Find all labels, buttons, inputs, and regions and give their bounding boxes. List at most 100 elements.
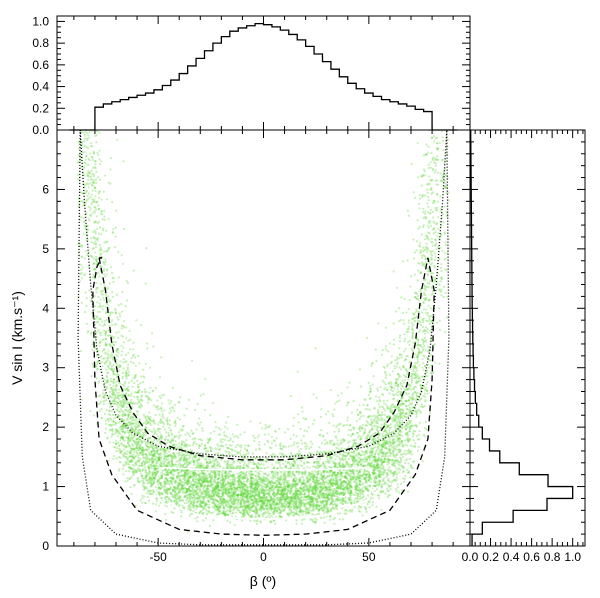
scatter-point <box>431 244 434 247</box>
scatter-point <box>101 324 104 328</box>
scatter-point <box>131 385 134 388</box>
scatter-point <box>393 448 396 451</box>
scatter-point <box>396 483 399 486</box>
scatter-point <box>169 492 172 495</box>
scatter-point <box>375 459 378 462</box>
scatter-point <box>334 402 337 405</box>
scatter-point <box>107 349 110 352</box>
scatter-point <box>143 487 146 490</box>
scatter-point <box>334 482 337 485</box>
scatter-point <box>134 427 137 431</box>
scatter-point <box>90 241 93 244</box>
scatter-point <box>420 324 423 327</box>
scatter-point <box>95 260 98 263</box>
scatter-point <box>90 331 93 334</box>
scatter-point <box>214 452 217 455</box>
scatter-point <box>287 484 290 487</box>
scatter-point <box>249 420 252 423</box>
scatter-point <box>159 427 162 430</box>
scatter-point <box>92 180 95 184</box>
scatter-point <box>389 410 393 414</box>
scatter-point <box>139 451 142 454</box>
scatter-point <box>388 493 391 497</box>
scatter-point <box>389 487 392 491</box>
scatter-point <box>182 458 185 461</box>
scatter-point <box>140 464 143 467</box>
scatter-point <box>96 130 99 133</box>
scatter-point <box>330 502 333 505</box>
scatter-point <box>316 460 319 463</box>
scatter-point <box>203 409 206 412</box>
scatter-point <box>87 192 90 195</box>
scatter-point <box>374 395 378 398</box>
scatter-point <box>118 391 121 394</box>
scatter-point <box>359 438 362 441</box>
scatter-point <box>87 217 90 220</box>
scatter-point <box>289 483 292 486</box>
scatter-point <box>291 482 294 485</box>
scatter-point <box>282 445 285 448</box>
scatter-point <box>258 501 261 504</box>
scatter-point <box>95 291 98 294</box>
scatter-point <box>383 482 386 486</box>
scatter-point <box>178 452 181 455</box>
scatter-point <box>397 471 401 474</box>
scatter-point <box>263 483 266 486</box>
scatter-point <box>176 475 180 478</box>
scatter-point <box>87 163 90 166</box>
scatter-point <box>330 439 333 442</box>
scatter-point <box>340 458 343 461</box>
scatter-point <box>407 404 410 407</box>
scatter-point <box>133 450 136 453</box>
scatter-point <box>104 241 108 244</box>
scatter-point <box>146 445 150 448</box>
scatter-point <box>426 202 429 205</box>
scatter-point <box>239 493 243 496</box>
scatter-point <box>355 497 358 500</box>
scatter-point <box>192 509 195 513</box>
scatter-point <box>311 504 314 507</box>
scatter-point <box>396 372 400 376</box>
scatter-point <box>137 428 140 431</box>
scatter-point <box>120 443 123 446</box>
scatter-point <box>214 486 217 490</box>
scatter-point <box>322 479 325 482</box>
scatter-point <box>184 433 187 436</box>
scatter-point <box>245 484 248 487</box>
scatter-point <box>430 314 434 317</box>
scatter-point <box>245 480 248 483</box>
scatter-point <box>214 504 217 507</box>
scatter-point <box>261 505 264 509</box>
scatter-point <box>334 463 337 466</box>
scatter-point <box>242 512 245 515</box>
scatter-point <box>172 473 175 476</box>
scatter-point <box>187 488 190 491</box>
scatter-point <box>162 425 165 428</box>
scatter-point <box>235 434 238 438</box>
scatter-point <box>399 424 402 427</box>
scatter-point <box>122 410 125 413</box>
scatter-point <box>255 522 258 526</box>
scatter-point <box>233 453 236 456</box>
scatter-point <box>316 501 319 504</box>
scatter-point <box>276 503 279 506</box>
scatter-point <box>141 484 144 487</box>
scatter-point <box>116 347 119 350</box>
scatter-point <box>99 306 102 309</box>
scatter-point <box>393 367 396 370</box>
scatter-point <box>271 477 274 480</box>
scatter-point <box>303 495 306 498</box>
scatter-point <box>127 411 130 414</box>
scatter-point <box>87 134 90 137</box>
scatter-point <box>317 483 320 486</box>
scatter-point <box>401 420 404 423</box>
scatter-point <box>421 264 424 267</box>
scatter-point <box>269 480 272 483</box>
scatter-point <box>407 415 410 418</box>
scatter-point <box>410 453 414 456</box>
scatter-point <box>405 311 408 314</box>
scatter-point <box>400 387 403 391</box>
scatter-point <box>356 478 359 481</box>
scatter-point <box>350 463 353 466</box>
scatter-point <box>172 477 175 480</box>
